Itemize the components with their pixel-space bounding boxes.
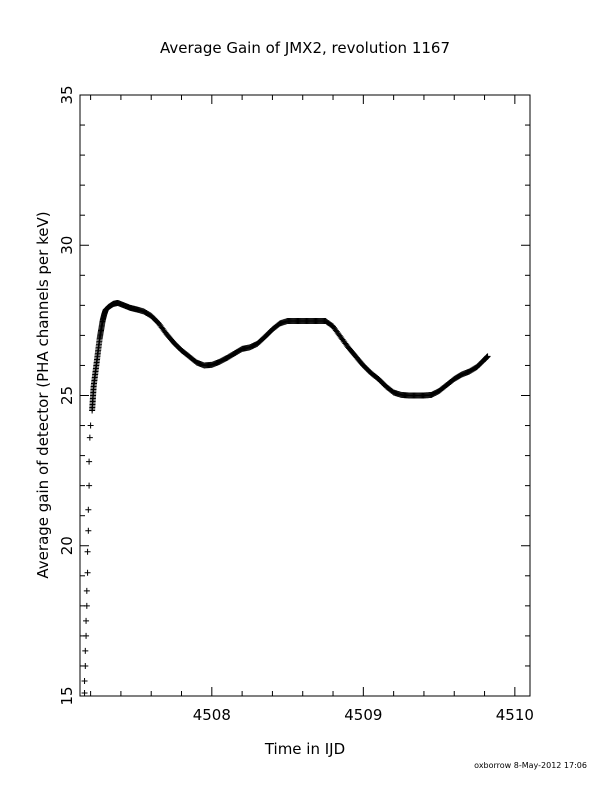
chart-title: Average Gain of JMX2, revolution 1167 xyxy=(160,39,450,57)
data-point xyxy=(87,422,94,429)
data-point xyxy=(83,587,90,594)
data-point xyxy=(86,482,93,489)
y-axis-label: Average gain of detector (PHA channels p… xyxy=(34,211,52,578)
data-point xyxy=(86,458,93,465)
data-point xyxy=(82,647,89,654)
y-tick-label: 25 xyxy=(58,386,76,405)
data-point xyxy=(86,434,93,441)
data-point xyxy=(83,602,90,609)
x-tick-labels: 4508 4509 4510 xyxy=(193,706,534,724)
data-point xyxy=(484,353,491,360)
data-point xyxy=(81,689,88,696)
y-tick-labels: 15 20 25 30 35 xyxy=(58,85,76,705)
data-point xyxy=(84,548,91,555)
x-tick-label: 4510 xyxy=(496,706,534,724)
data-point xyxy=(81,677,88,684)
y-tick-label: 20 xyxy=(58,536,76,555)
data-point xyxy=(82,662,89,669)
x-tick-label: 4508 xyxy=(193,706,231,724)
y-tick-label: 30 xyxy=(58,236,76,255)
data-point xyxy=(85,527,92,534)
y-tick-label: 15 xyxy=(58,686,76,705)
x-axis-label: Time in IJD xyxy=(264,740,345,758)
data-point xyxy=(84,569,91,576)
data-points xyxy=(81,299,491,696)
y-tick-label: 35 xyxy=(58,85,76,104)
data-point xyxy=(83,617,90,624)
plot-frame xyxy=(79,94,531,697)
x-tick-label: 4509 xyxy=(344,706,382,724)
data-point xyxy=(83,632,90,639)
footer-credit: oxborrow 8-May-2012 17:06 xyxy=(474,761,587,770)
data-point xyxy=(85,506,92,513)
axis-ticks xyxy=(80,94,530,697)
